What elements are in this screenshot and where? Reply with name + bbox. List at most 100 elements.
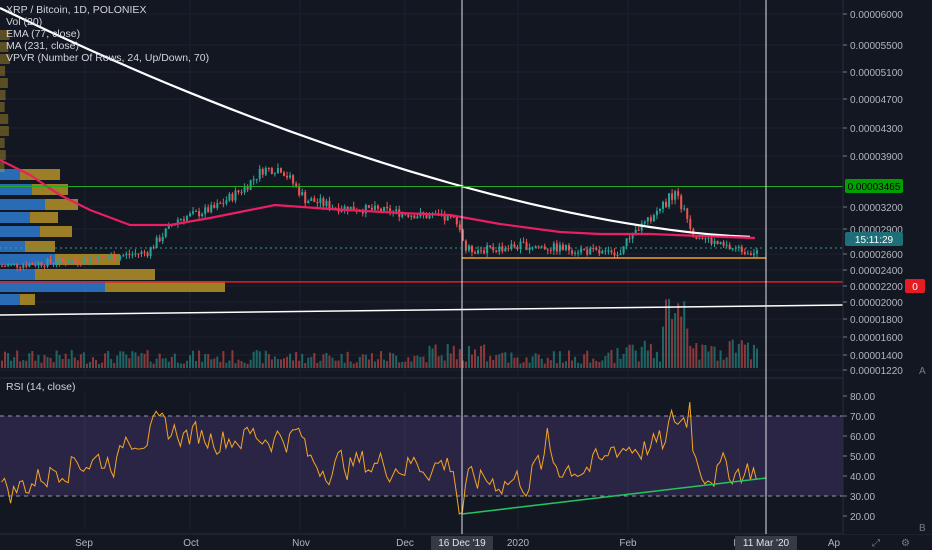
volume-bar	[728, 341, 731, 368]
volume-bar	[258, 351, 261, 368]
candle-body	[52, 262, 55, 264]
candle-body	[555, 243, 558, 252]
volume-bar	[367, 359, 370, 368]
candle-body	[143, 251, 146, 253]
candle-body	[710, 238, 713, 244]
vpvr-down-row	[45, 199, 78, 210]
candle-body	[267, 167, 270, 169]
volume-bar	[128, 358, 131, 368]
vpvr-row	[0, 114, 9, 124]
price-tick-label: 0.00001400	[850, 351, 903, 362]
volume-bar	[107, 350, 110, 368]
candle-body	[640, 223, 643, 231]
vpvr-up-row	[0, 226, 40, 237]
candle-body	[598, 249, 601, 254]
candle-body	[298, 185, 301, 196]
candle-body	[428, 215, 431, 219]
volume-bar	[46, 357, 49, 368]
candle-body	[258, 168, 261, 179]
volume-bar	[671, 319, 674, 368]
candle-body	[743, 251, 746, 254]
candle-body	[370, 207, 373, 210]
volume-bar	[380, 351, 383, 368]
volume-bar	[746, 342, 749, 368]
indicator-ema[interactable]: EMA (77, close)	[6, 28, 81, 40]
drawing-tools[interactable]	[0, 0, 844, 534]
candlestick-series	[1, 163, 758, 272]
candle-body	[401, 213, 404, 217]
volume-bar	[725, 357, 728, 368]
volume-bar	[558, 351, 561, 368]
volume-bar	[4, 351, 7, 368]
volume-bar	[216, 356, 219, 368]
candle-body	[195, 211, 198, 213]
candle-body	[16, 263, 19, 268]
indicator-ma[interactable]: MA (231, close)	[6, 40, 79, 52]
volume-bar	[149, 361, 152, 368]
log-scale-icon: ⤢	[872, 538, 880, 549]
volume-bar	[607, 352, 610, 368]
candle-body	[373, 205, 376, 210]
volume-bar	[634, 350, 637, 368]
volume-bar	[546, 357, 549, 368]
candle-body	[689, 218, 692, 229]
rsi-legend[interactable]: RSI (14, close)	[6, 381, 76, 393]
volume-bar	[22, 360, 25, 368]
candle-body	[264, 167, 267, 175]
candle-body	[507, 248, 510, 250]
candle-body	[304, 192, 307, 204]
price-tick-label: 0.00001600	[850, 333, 903, 344]
indicator-vpvr[interactable]: VPVR (Number Of Rows, 24, Up/Down, 70)	[6, 52, 210, 64]
candle-body	[646, 217, 649, 222]
candle-body	[574, 252, 577, 254]
candle-body	[346, 206, 349, 212]
volume-bar	[389, 352, 392, 368]
volume-bar	[16, 350, 19, 368]
candle-body	[752, 253, 755, 256]
candle-body	[176, 219, 179, 224]
candle-body	[510, 244, 513, 250]
candle-body	[595, 248, 598, 250]
candle-body	[237, 190, 240, 193]
volume-bar	[610, 349, 613, 368]
volume-bar	[179, 363, 182, 368]
volume-bar	[240, 360, 243, 368]
candle-body	[164, 228, 167, 237]
vpvr-down-row	[20, 294, 35, 305]
volume-bar	[298, 360, 301, 368]
candle-body	[98, 255, 101, 262]
candle-body	[540, 246, 543, 248]
candle-body	[558, 244, 561, 252]
volume-bar	[282, 358, 286, 368]
volume-bar	[655, 351, 658, 368]
candle-body	[319, 198, 322, 203]
candle-body	[501, 246, 504, 252]
volume-bar	[395, 355, 398, 368]
candle-body	[107, 257, 110, 259]
candle-body	[61, 258, 64, 261]
candle-body	[55, 263, 58, 265]
candle-body	[604, 250, 607, 252]
candle-body	[619, 253, 622, 255]
candle-body	[182, 219, 185, 221]
volume-bar	[501, 352, 504, 368]
candle-body	[740, 246, 743, 252]
candle-body	[516, 247, 519, 250]
price-badge-label: 0.00003465	[848, 182, 901, 193]
vpvr-down-row	[30, 212, 58, 223]
price-tick-label: 0.00002900	[850, 225, 903, 236]
volume-bar	[37, 354, 40, 368]
indicator-vol[interactable]: Vol (20)	[6, 16, 43, 28]
volume-bar	[516, 357, 519, 368]
volume-bar	[49, 357, 52, 368]
candle-body	[155, 237, 158, 248]
volume-bar	[555, 363, 558, 368]
candle-body	[452, 216, 455, 218]
volume-bar	[489, 355, 492, 368]
volume-bar	[692, 348, 695, 368]
volume-bar	[713, 346, 716, 368]
volume-bar	[331, 357, 334, 368]
candle-body	[113, 255, 116, 260]
symbol-title[interactable]: XRP / Bitcoin, 1D, POLONIEX	[6, 4, 147, 16]
